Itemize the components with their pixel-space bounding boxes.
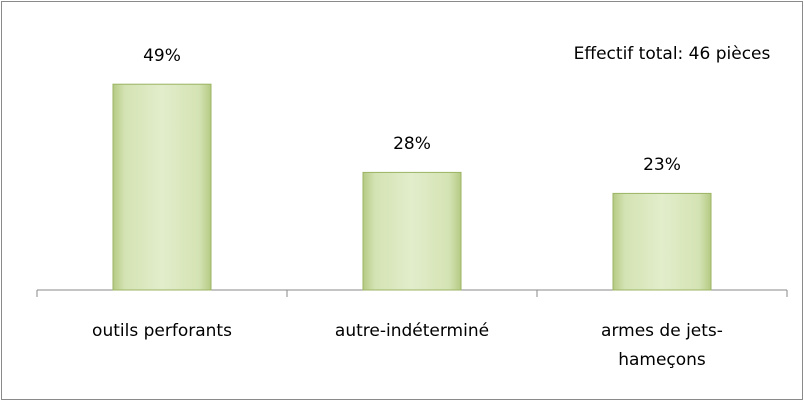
x-tick-label: autre-indéterminé bbox=[334, 321, 490, 341]
value-label: 49% bbox=[143, 46, 181, 67]
annotation: Effectif total: 46 pièces bbox=[573, 44, 771, 64]
x-tick-label: armes de jets-hameçons bbox=[601, 321, 723, 370]
x-tick-label: outils perforants bbox=[92, 321, 232, 341]
value-label: 23% bbox=[643, 155, 681, 176]
bar bbox=[612, 192, 712, 291]
bar bbox=[112, 83, 212, 291]
value-label: 28% bbox=[393, 134, 431, 155]
bar bbox=[362, 171, 462, 291]
